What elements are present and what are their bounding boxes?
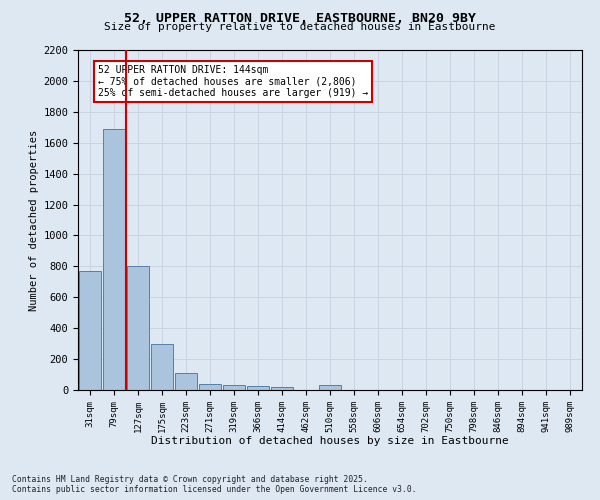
Bar: [247, 386, 269, 390]
Bar: [223, 386, 245, 390]
Text: Contains HM Land Registry data © Crown copyright and database right 2025.
Contai: Contains HM Land Registry data © Crown c…: [12, 474, 416, 494]
Bar: [127, 266, 149, 390]
Text: Size of property relative to detached houses in Eastbourne: Size of property relative to detached ho…: [104, 22, 496, 32]
Text: 52, UPPER RATTON DRIVE, EASTBOURNE, BN20 9BY: 52, UPPER RATTON DRIVE, EASTBOURNE, BN20…: [124, 12, 476, 26]
Bar: [151, 344, 173, 390]
Text: 52 UPPER RATTON DRIVE: 144sqm
← 75% of detached houses are smaller (2,806)
25% o: 52 UPPER RATTON DRIVE: 144sqm ← 75% of d…: [98, 66, 368, 98]
Bar: [103, 129, 125, 390]
Bar: [79, 271, 101, 390]
Y-axis label: Number of detached properties: Number of detached properties: [29, 130, 39, 310]
Bar: [271, 387, 293, 390]
Bar: [199, 384, 221, 390]
X-axis label: Distribution of detached houses by size in Eastbourne: Distribution of detached houses by size …: [151, 436, 509, 446]
Bar: [319, 386, 341, 390]
Bar: [175, 373, 197, 390]
